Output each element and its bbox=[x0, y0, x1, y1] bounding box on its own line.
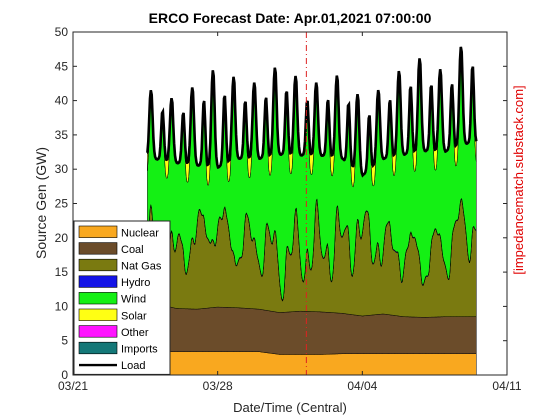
watermark-source-label: [impedancematch.substack.com] bbox=[511, 85, 526, 274]
y-tick-label: 15 bbox=[55, 265, 69, 279]
y-tick-label: 40 bbox=[55, 94, 69, 108]
stacked-areas bbox=[147, 46, 477, 376]
legend-label: Coal bbox=[121, 244, 144, 256]
legend-swatch-nuclear bbox=[78, 225, 118, 238]
legend-swatch-coal bbox=[78, 242, 118, 255]
legend-swatch-other bbox=[78, 325, 118, 338]
legend-label: Nat Gas bbox=[121, 261, 162, 273]
x-tick-label: 04/11 bbox=[492, 379, 521, 393]
x-tick-label: 04/04 bbox=[347, 379, 377, 393]
y-tick-label: 20 bbox=[55, 231, 69, 245]
y-tick-label: 5 bbox=[61, 334, 68, 348]
area-nuclear bbox=[147, 351, 477, 376]
chart-title: ERCO Forecast Date: Apr.01,2021 07:00:00 bbox=[149, 10, 432, 26]
legend-label: Other bbox=[121, 327, 149, 339]
legend-label: Load bbox=[121, 360, 145, 372]
legend-label: Hydro bbox=[121, 277, 150, 289]
legend-swatch-wind bbox=[78, 292, 118, 305]
legend: Nuclear Coal Nat Gas Hydro Wind Solar Other Imp… bbox=[73, 220, 171, 375]
legend-label: Nuclear bbox=[121, 227, 159, 239]
legend-label: Solar bbox=[121, 310, 147, 322]
series-load bbox=[146, 46, 478, 178]
y-tick-label: 25 bbox=[55, 197, 69, 211]
x-axis-ticks: 03/21 03/28 04/04 04/11 bbox=[58, 32, 522, 393]
x-tick-label: 03/28 bbox=[203, 379, 233, 393]
legend-swatch-hydro bbox=[78, 275, 118, 288]
y-axis-label: Source Gen (GW) bbox=[33, 147, 49, 259]
legend-label: Imports bbox=[121, 344, 158, 356]
y-tick-label: 0 bbox=[61, 368, 68, 382]
y-tick-label: 50 bbox=[55, 25, 69, 39]
y-tick-label: 30 bbox=[55, 162, 69, 176]
legend-swatch-solar bbox=[78, 308, 118, 321]
y-tick-label: 35 bbox=[55, 128, 69, 142]
load-line bbox=[146, 46, 478, 178]
legend-swatch-imports bbox=[78, 341, 118, 355]
legend-label: Wind bbox=[121, 294, 146, 306]
y-tick-label: 45 bbox=[55, 59, 69, 73]
legend-swatch-nat-gas bbox=[78, 258, 118, 272]
y-tick-label: 10 bbox=[55, 299, 69, 313]
x-tick-label: 03/21 bbox=[58, 379, 88, 393]
y-axis-ticks: 0 5 10 15 20 25 30 35 40 45 50 bbox=[55, 25, 507, 382]
x-axis-label: Date/Time (Central) bbox=[233, 400, 347, 415]
